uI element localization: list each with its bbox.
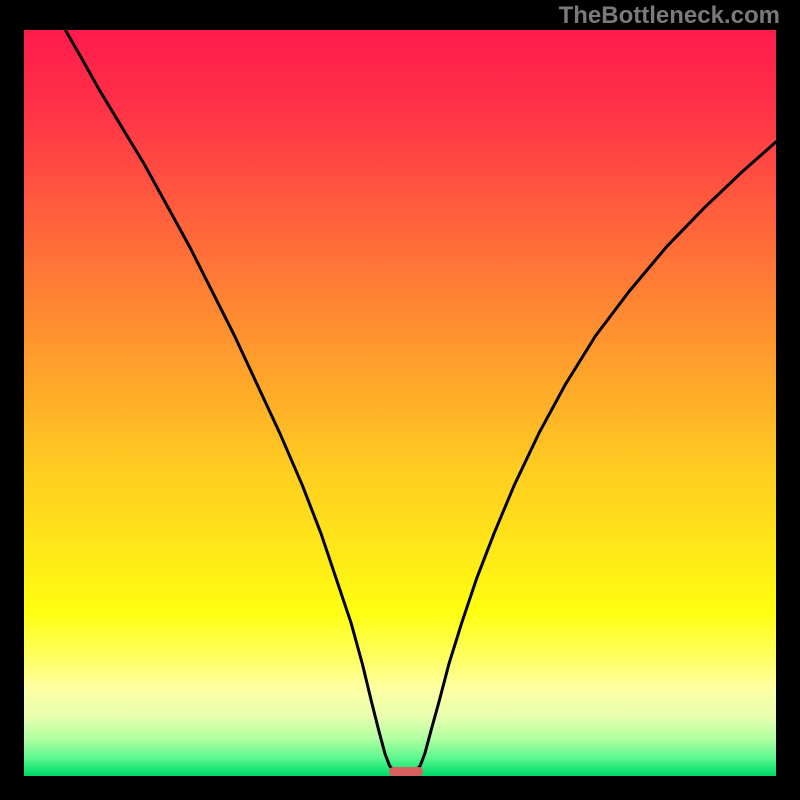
watermark-text: TheBottleneck.com bbox=[559, 2, 780, 30]
chart-frame bbox=[0, 0, 800, 800]
chart-svg bbox=[24, 30, 776, 776]
gradient-background bbox=[24, 30, 776, 776]
plot-area bbox=[24, 30, 776, 776]
bottleneck-marker bbox=[389, 767, 423, 776]
